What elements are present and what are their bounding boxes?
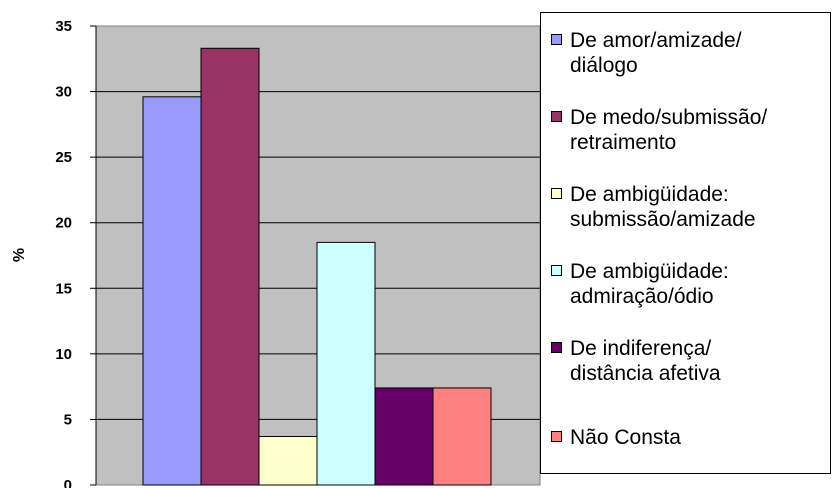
legend-label-line1: De amor/amizade/ [570,29,742,52]
y-tick-label: 25 [55,149,72,166]
y-tick-label: 10 [55,346,72,363]
y-tick-label: 20 [55,215,72,232]
legend-label-line2: distância afetiva [570,362,721,385]
legend-label-line2: diálogo [570,54,638,77]
bar [258,435,318,486]
legend-swatch [551,265,562,276]
legend-swatch [551,188,562,199]
bar [316,241,376,486]
bar [432,387,492,486]
legend-label-line2: retraimento [570,131,677,154]
bars [142,47,492,486]
bar [200,47,260,486]
legend-swatch [551,431,562,442]
y-tick-label: 5 [64,411,72,428]
bar [374,387,434,486]
y-tick-label: 0 [64,477,72,488]
legend-label-line2: submissão/amizade [570,208,756,231]
legend-label-line1: De medo/submissão/ [570,106,768,129]
y-tick-label: 15 [55,280,72,297]
legend-swatch [551,34,562,45]
y-tick-label: 30 [55,84,72,101]
legend: De amor/amizade/ diálogo De medo/submiss… [540,12,831,474]
legend-label-line1: De ambigüidade: [570,183,729,206]
y-axis-ticks: 0 5 10 15 20 25 30 35 [55,18,96,488]
legend-swatch [551,111,562,122]
legend-label-line1: De indiferença/ [570,337,712,360]
bar [142,96,202,486]
y-axis-title: % [11,248,28,262]
legend-label-line1: De ambigüidade: [570,260,729,283]
legend-swatch [551,342,562,353]
y-tick-label: 35 [55,18,72,35]
legend-label-line1: Não Consta [570,426,681,449]
legend-label-line2: admiração/ódio [570,285,714,308]
